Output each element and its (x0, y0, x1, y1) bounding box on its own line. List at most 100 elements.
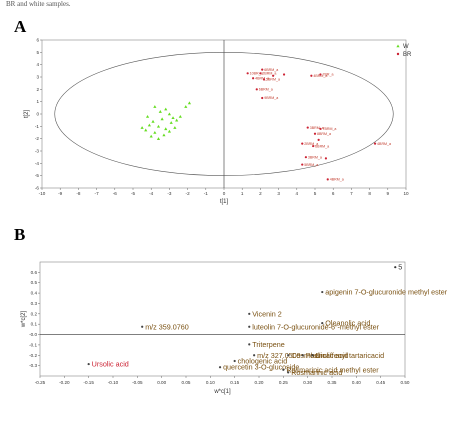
point-w-2 (164, 107, 168, 111)
loading-label-15: Ursolic acid (92, 360, 129, 369)
point-br-3 (262, 78, 266, 81)
x-tick-label-b-8: 0.15 (230, 380, 239, 385)
loading-label-7: m/z 327.0509 (257, 351, 301, 360)
x-tick-label-b-2: -0.15 (83, 380, 94, 385)
y-tick-label-a-10: 4 (36, 62, 39, 67)
loading-point-11 (233, 359, 236, 363)
point-w-7 (147, 123, 151, 127)
point-w-3 (167, 112, 171, 116)
y-tick-label-a-9: 3 (36, 75, 39, 80)
x-tick-label-a-3: -7 (95, 191, 100, 196)
x-tick-label-a-7: -3 (167, 191, 172, 196)
point-label-br-10: 7BR_a (322, 73, 333, 77)
x-tick-label-a-5: -5 (131, 191, 136, 196)
loading-label-1: apigenin 7-O-glucuronide methyl ester (325, 288, 447, 297)
point-label-br-21: 4BRM_a (377, 142, 391, 146)
point-br-18 (324, 157, 328, 160)
x-tick-label-b-9: 0.20 (255, 380, 264, 385)
point-w-16 (178, 114, 182, 118)
point-label-br-0: 10BR_a (250, 72, 263, 76)
y-tick-label-a-3: -3 (35, 149, 40, 154)
panel-a-plot: -10 -9 -8 -7 -6 -5 -4 -3 -2 -1 0 1 2 3 4 5 6 7 8 9 10-6-5-4-… (24, 38, 412, 206)
panel-letter-a: A (14, 17, 27, 36)
point-br-1 (259, 72, 262, 75)
point-label-br-6: 6BRM_a (264, 68, 278, 72)
point-w-9 (164, 127, 168, 131)
x-tick-label-a-11: 1 (241, 191, 244, 196)
loading-point-6 (248, 343, 251, 346)
x-tick-label-a-1: -9 (58, 191, 63, 196)
x-tick-label-b-12: 0.35 (328, 380, 337, 385)
loading-point-13 (282, 368, 285, 371)
y-tick-label-a-0: -6 (35, 186, 40, 191)
loading-point-15 (87, 362, 90, 366)
point-label-br-7: 6BRM_a (259, 88, 273, 92)
point-br-17 (304, 156, 307, 159)
y-tick-label-a-4: -2 (35, 136, 40, 141)
loading-point-8 (287, 354, 290, 357)
point-label-br-12: 7BRM_a (322, 127, 336, 131)
point-label-br-17: 3BRM_a (308, 155, 322, 159)
y-tick-label-a-8: 2 (36, 87, 39, 92)
loading-point-5 (141, 325, 144, 328)
point-label-br-3: 5BRM_a (266, 78, 280, 82)
point-br-2 (252, 77, 255, 80)
point-w-8 (156, 124, 161, 128)
point-label-br-11: 3BRM_a (310, 126, 324, 130)
panel-letter-b: B (14, 225, 25, 244)
y-tick-label-b-8: 0.5 (31, 280, 38, 285)
x-tick-label-b-1: -0.20 (59, 380, 70, 385)
y-tick-label-a-6: 0 (36, 112, 39, 117)
loading-label-11: chologenic acid (238, 356, 288, 365)
x-tick-label-b-6: 0.05 (182, 380, 191, 385)
point-w-14 (162, 133, 166, 137)
loading-label-14: Rosmarinic acid (291, 368, 342, 377)
caption-fragment: BR and white samples. (6, 0, 71, 8)
y-tick-label-a-2: -4 (35, 161, 40, 166)
point-w-11 (175, 118, 179, 122)
x-tick-label-a-16: 6 (332, 191, 335, 196)
plot-frame-b (39, 261, 406, 377)
loading-label-2: Vicenin 2 (252, 309, 281, 318)
x-tick-label-b-7: 0.10 (206, 380, 215, 385)
point-br-8 (261, 96, 264, 100)
point-label-br-1: 2BRM_a (262, 72, 276, 76)
loading-label-13: Rosmarinic acid methyl ester (286, 365, 379, 374)
point-w-23 (145, 114, 150, 118)
x-tick-label-a-13: 3 (277, 191, 280, 196)
point-br-6 (261, 68, 264, 71)
point-w-10 (169, 121, 173, 124)
loading-label-3: Oleanolic acid (325, 319, 370, 328)
y-tick-label-b-4: 0.1 (31, 322, 38, 327)
x-tick-label-a-17: 7 (350, 191, 353, 196)
point-w-0 (153, 105, 157, 108)
x-tick-label-a-0: -10 (39, 191, 46, 196)
x-tick-label-a-19: 9 (387, 191, 390, 196)
point-label-br-9: 4BRM_a (313, 74, 327, 78)
legend-marker-w (396, 44, 400, 48)
y-tick-label-a-7: 1 (36, 99, 39, 104)
x-tick-label-b-5: 0.00 (157, 380, 166, 385)
x-tick-label-a-8: -2 (186, 191, 191, 196)
y-tick-label-a-1: -5 (35, 173, 40, 178)
x-tick-label-b-10: 0.25 (279, 380, 288, 385)
point-label-br-13: 8BRM_a (317, 132, 331, 136)
x-tick-label-a-20: 10 (403, 191, 409, 196)
point-w-1 (158, 110, 162, 113)
x-tick-label-a-4: -6 (113, 191, 118, 196)
y-tick-label-a-12: 6 (36, 38, 39, 43)
point-br-14 (301, 142, 304, 145)
point-w-15 (140, 126, 144, 129)
point-w-17 (167, 129, 171, 133)
point-br-19 (301, 163, 304, 166)
x-tick-label-b-3: -0.10 (108, 380, 119, 385)
loading-point-10 (311, 354, 314, 357)
y-tick-label-b-3: -0.0 (29, 332, 37, 337)
point-w-4 (171, 116, 175, 119)
point-br-7 (255, 88, 258, 91)
point-br-21 (373, 142, 377, 145)
point-w-21 (156, 137, 161, 140)
point-label-br-8: 9BRM_a (264, 96, 278, 100)
point-br-20 (326, 178, 329, 181)
point-w-22 (173, 126, 177, 129)
